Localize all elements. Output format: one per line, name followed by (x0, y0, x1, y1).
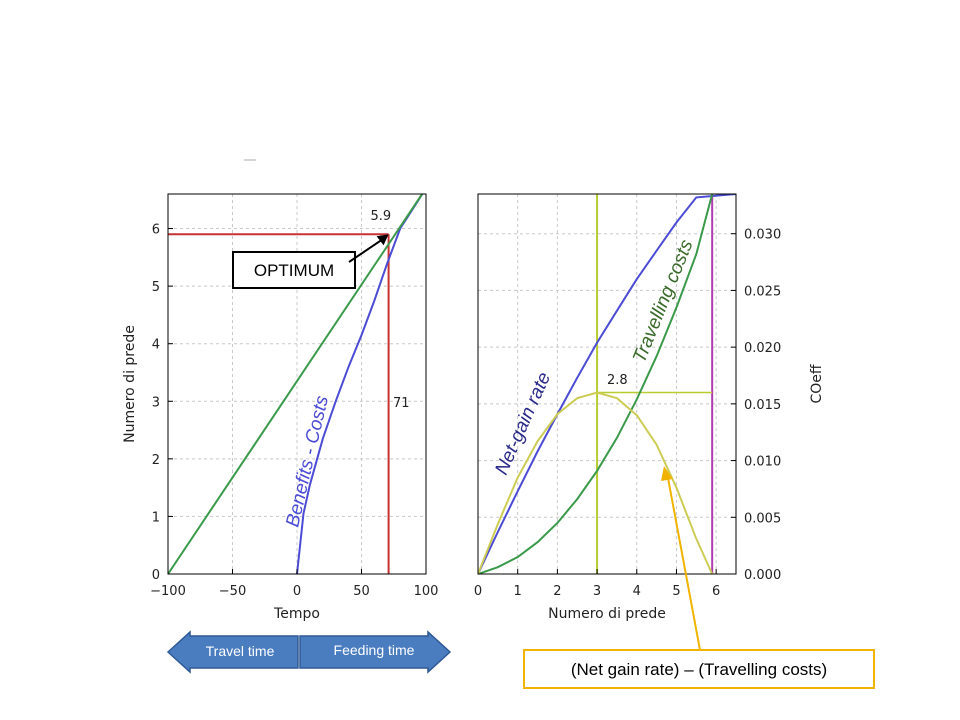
right-y-tick-label: 0.015 (744, 398, 781, 413)
feeding-time-label: Feeding time (334, 642, 415, 658)
feeding-time-arrow: Feeding time (299, 630, 452, 674)
left-x-tick-label: −50 (219, 584, 246, 599)
left-x-tick-label: 0 (293, 584, 301, 599)
net-minus-travel-curve (478, 391, 714, 574)
left-x-axis-label: Tempo (273, 606, 320, 622)
net-gain-rate-curve (478, 194, 736, 574)
tangent-line (168, 194, 424, 574)
optimum-box (232, 251, 356, 289)
right-series (478, 194, 736, 574)
travelling-costs-curve (478, 194, 714, 574)
right-reference-lines (596, 194, 714, 574)
left-y-tick-label: 6 (152, 223, 160, 238)
callout-arrowhead (661, 466, 673, 481)
right-y-tick-label: 0.000 (744, 568, 781, 583)
left-x-ticks: −100 −50 0 50 100 (150, 569, 438, 599)
left-y-tick-label: 2 (152, 453, 160, 468)
benefits-costs-label: Benefits - Costs (282, 393, 333, 529)
right-x-tick-label: 3 (593, 584, 601, 599)
left-y-tick-label: 1 (152, 510, 160, 525)
right-y-tick-label: 0.030 (744, 228, 781, 243)
left-y-tick-label: 3 (152, 395, 160, 410)
left-x-tick-label: 100 (414, 584, 439, 599)
right-y-tick-label: 0.010 (744, 455, 781, 470)
net-minus-travel-box (523, 649, 875, 689)
right-x-axis-label: Numero di prede (548, 606, 666, 622)
right-y-ticks: 0.000 0.005 0.010 0.015 0.020 0.025 0.030 (731, 228, 781, 583)
optimum-arrow (348, 238, 384, 263)
annotation-5-9: 5.9 (371, 209, 392, 224)
right-x-ticks: 0 1 2 3 4 5 6 (474, 569, 720, 599)
right-x-tick-label: 2 (553, 584, 561, 599)
optimum-label: OPTIMUM (254, 261, 334, 280)
right-x-tick-label: 1 (514, 584, 522, 599)
optimum-arrowhead (376, 234, 389, 246)
annotation-71: 71 (393, 396, 410, 411)
left-x-tick-label: −100 (150, 584, 186, 599)
left-y-axis-label: Numero di prede (122, 325, 138, 443)
callout-arrow (667, 477, 701, 651)
left-reference-lines (168, 233, 390, 574)
right-plot-frame (477, 193, 737, 575)
left-y-tick-label: 5 (152, 280, 160, 295)
right-y-tick-label: 0.020 (744, 341, 781, 356)
travel-time-arrow-shape (166, 630, 299, 674)
travelling-costs-label: Travelling costs (629, 236, 698, 365)
right-y-axis-label: COeff (809, 364, 825, 403)
feeding-time-arrow-shape (299, 630, 452, 674)
left-y-tick-label: 4 (152, 338, 160, 353)
travel-time-label: Travel time (206, 643, 275, 659)
net-gain-rate-label: Net-gain rate (491, 369, 555, 478)
right-x-tick-label: 6 (712, 584, 720, 599)
left-y-tick-label: 0 (152, 568, 160, 583)
left-y-ticks: 0 1 2 3 4 5 6 (152, 223, 173, 583)
net-minus-travel-label: (Net gain rate) – (Travelling costs) (571, 660, 827, 679)
travel-time-arrow: Travel time (166, 630, 299, 674)
left-series (168, 194, 424, 574)
right-x-tick-label: 5 (672, 584, 680, 599)
left-chart: −100 −50 0 50 100 0 1 2 3 4 5 6 Tempo Numero di pr… (122, 193, 438, 622)
annotation-2-8: 2.8 (607, 373, 628, 388)
right-x-tick-label: 0 (474, 584, 482, 599)
right-x-tick-label: 4 (633, 584, 641, 599)
right-y-tick-label: 0.005 (744, 511, 781, 526)
left-x-tick-label: 50 (353, 584, 370, 599)
right-y-tick-label: 0.025 (744, 284, 781, 299)
